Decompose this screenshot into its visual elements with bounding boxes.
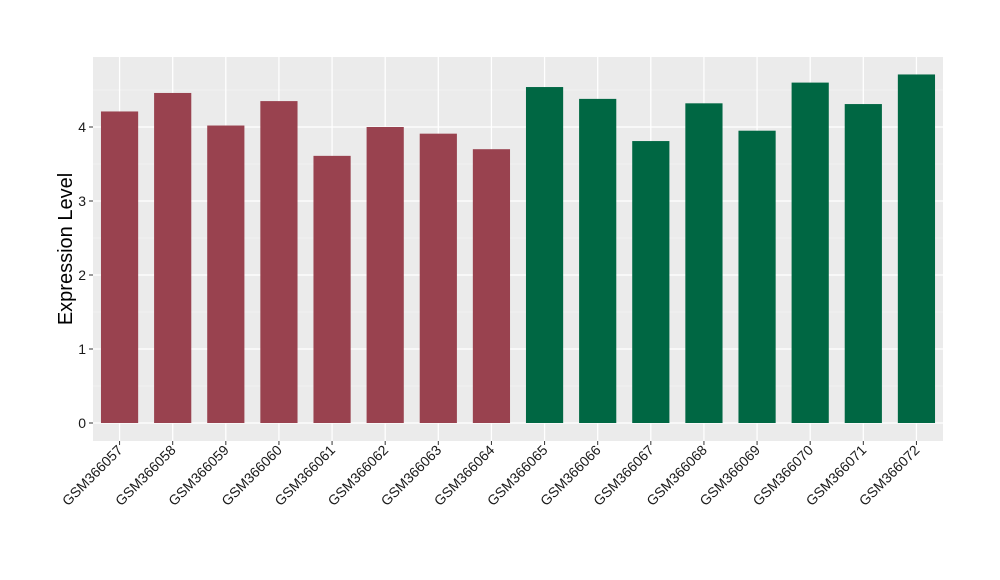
y-axis-title: Expression Level [55, 173, 77, 325]
bar-GSM366060 [260, 101, 298, 423]
bar-GSM366063 [419, 133, 457, 423]
y-tick-label: 1 [78, 341, 86, 357]
bar-GSM366058 [154, 92, 192, 424]
y-tick-label: 2 [78, 267, 86, 283]
bar-GSM366068 [685, 103, 723, 423]
bar-GSM366065 [525, 87, 564, 423]
y-tick-label: 0 [78, 415, 86, 431]
x-axis: GSM366057GSM366058GSM366059GSM366060GSM3… [59, 441, 923, 509]
bars [100, 74, 936, 424]
bar-GSM366071 [844, 104, 882, 423]
bar-GSM366059 [207, 125, 245, 424]
bar-GSM366064 [472, 149, 511, 423]
bar-GSM366067 [632, 141, 670, 423]
bar-GSM366069 [738, 130, 776, 423]
y-tick-label: 3 [78, 193, 86, 209]
y-axis: 0 1 2 3 4 [78, 119, 93, 431]
bar-GSM366070 [791, 82, 829, 423]
bar-GSM366062 [366, 127, 404, 423]
bar-GSM366066 [579, 98, 617, 423]
y-tick-label: 4 [78, 119, 86, 135]
bar-GSM366072 [897, 74, 936, 424]
bar-GSM366057 [100, 111, 139, 424]
bar-GSM366061 [313, 155, 351, 424]
